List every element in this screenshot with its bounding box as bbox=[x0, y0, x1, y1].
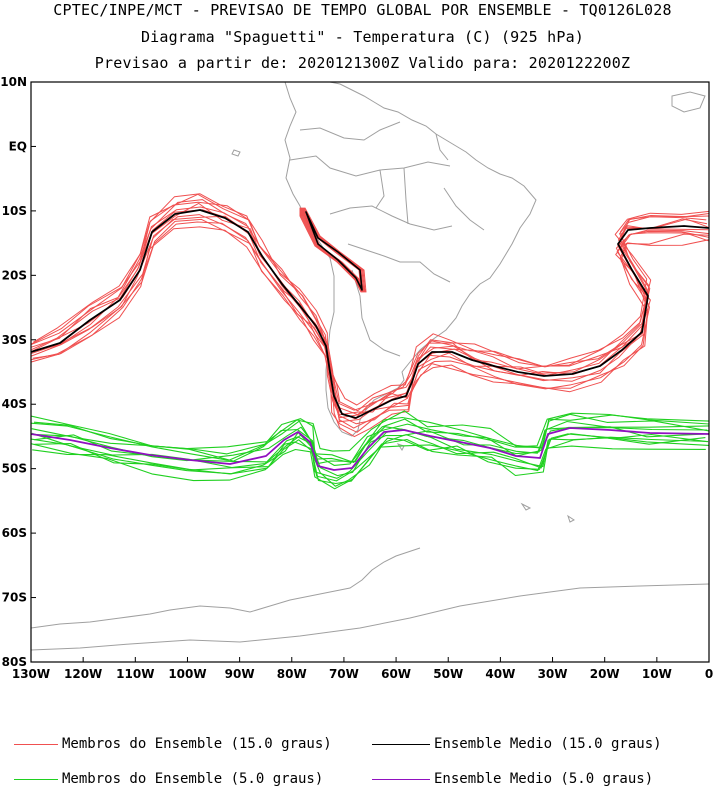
lon-label: 30W bbox=[538, 667, 568, 681]
lat-label: 30S bbox=[2, 333, 27, 347]
ensemble-member-15 bbox=[31, 226, 709, 438]
lat-label: EQ bbox=[9, 139, 27, 153]
andes-loop-member-15 bbox=[299, 207, 362, 293]
lon-label: 70W bbox=[329, 667, 359, 681]
ensemble-member-5 bbox=[31, 431, 706, 482]
ensemble-mean-5 bbox=[31, 427, 709, 471]
lat-label: 10N bbox=[0, 75, 27, 89]
islands bbox=[231, 91, 706, 523]
ensemble-member-15 bbox=[31, 199, 707, 415]
south-america-coastline bbox=[284, 82, 537, 437]
ensemble-member-15 bbox=[31, 215, 709, 423]
ensemble-member-15 bbox=[31, 206, 708, 420]
lon-label: 120W bbox=[64, 667, 102, 681]
lon-label: 0 bbox=[705, 667, 713, 681]
lon-label: 10W bbox=[642, 667, 672, 681]
lon-label: 50W bbox=[433, 667, 463, 681]
legend-mean-5: Ensemble Medio (5.0 graus) bbox=[372, 771, 653, 787]
lon-label: 130W bbox=[12, 667, 50, 681]
lon-label: 40W bbox=[485, 667, 515, 681]
lon-label: 90W bbox=[225, 667, 255, 681]
legend-swatch-black bbox=[372, 743, 430, 745]
lon-label: 20W bbox=[590, 667, 620, 681]
title-line-3: Previsao a partir de: 2020121300Z Valido… bbox=[94, 54, 631, 72]
legend-swatch-green bbox=[14, 778, 58, 780]
country-borders bbox=[289, 121, 485, 357]
antarctica-coastline bbox=[31, 547, 709, 651]
lon-label: 80W bbox=[277, 667, 307, 681]
ensemble-member-15 bbox=[31, 201, 709, 411]
map-frame bbox=[30, 81, 710, 663]
legend-swatch-red bbox=[14, 743, 58, 745]
ensemble-member-15 bbox=[31, 193, 709, 412]
andes-loop-mean-15 bbox=[305, 211, 363, 291]
lat-label: 70S bbox=[2, 591, 27, 605]
lat-label: 60S bbox=[2, 526, 27, 540]
title-line-2: Diagrama "Spaguetti" - Temperatura (C) (… bbox=[140, 28, 585, 46]
ensemble-mean-15 bbox=[31, 209, 709, 419]
ensemble-member-15 bbox=[31, 214, 709, 425]
title-line-1: CPTEC/INPE/MCT - PREVISAO DE TEMPO GLOBA… bbox=[53, 1, 672, 19]
ensemble-member-5 bbox=[31, 413, 709, 466]
lat-label: 80S bbox=[2, 655, 27, 669]
legend-members-15: Membros do Ensemble (15.0 graus) bbox=[14, 736, 332, 752]
ensemble-member-5 bbox=[31, 438, 706, 490]
ensemble-member-5 bbox=[31, 410, 709, 452]
lat-label: 20S bbox=[2, 268, 27, 282]
ensemble-member-15 bbox=[31, 218, 709, 433]
legend-mean-15: Ensemble Medio (15.0 graus) bbox=[372, 736, 662, 752]
lat-label: 40S bbox=[2, 397, 27, 411]
ensemble-member-15 bbox=[32, 221, 709, 429]
lat-label: 50S bbox=[2, 462, 27, 476]
lon-label: 110W bbox=[116, 667, 154, 681]
lon-label: 60W bbox=[381, 667, 411, 681]
lon-label: 100W bbox=[168, 667, 206, 681]
ensemble-member-15 bbox=[32, 202, 708, 416]
ensemble-member-15 bbox=[31, 209, 709, 419]
legend-members-5: Membros do Ensemble (5.0 graus) bbox=[14, 771, 323, 787]
lat-label: 10S bbox=[2, 204, 27, 218]
legend-swatch-purple bbox=[372, 778, 430, 780]
